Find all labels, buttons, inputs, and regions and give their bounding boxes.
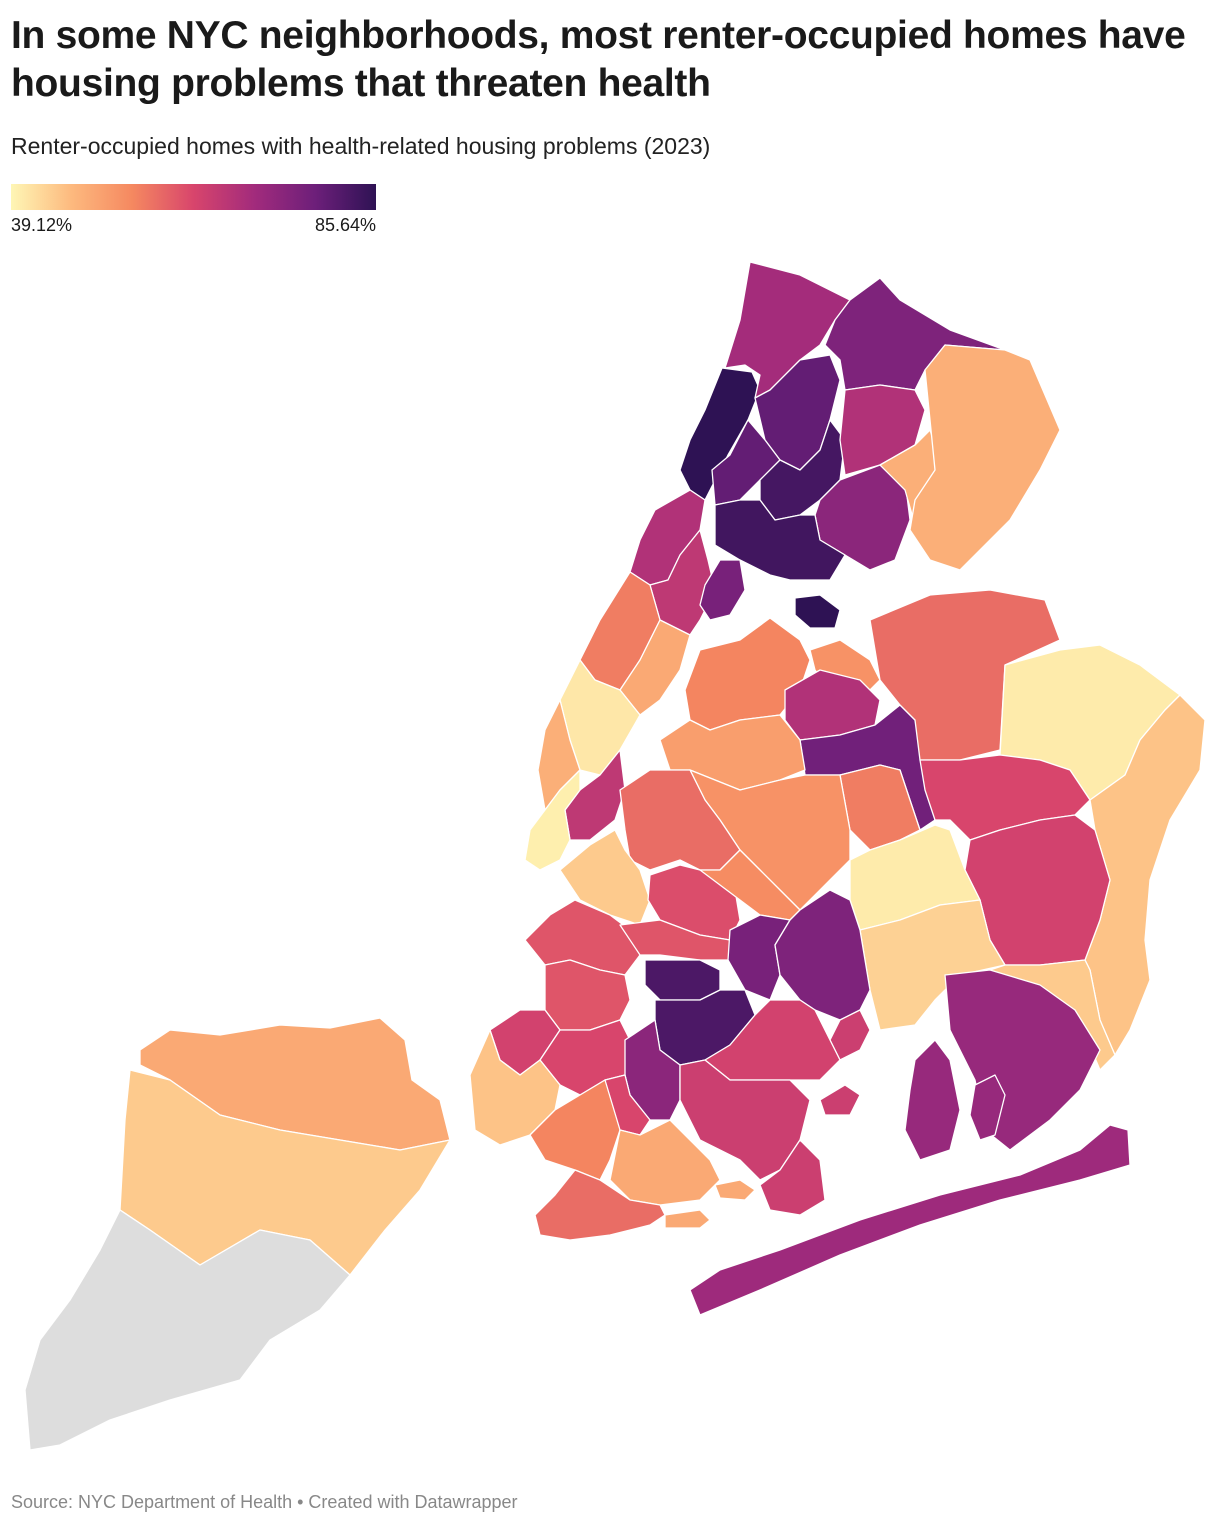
region-brooklyn-bay-ridge xyxy=(469,1029,561,1146)
region-rikers-island xyxy=(794,594,841,629)
region-bronx-mott-haven xyxy=(699,559,746,621)
region-brooklyn-greenpoint xyxy=(559,829,651,926)
region-bronx-city-island xyxy=(909,344,1061,571)
region-queens-forest-hills xyxy=(839,764,921,851)
region-staten-island-south xyxy=(24,1209,351,1451)
region-queens-jamaica-bay-east xyxy=(969,1074,1006,1141)
region-brooklyn-sheepshead-bay xyxy=(609,1119,721,1206)
region-queens-broad-channel xyxy=(819,1084,861,1116)
region-brooklyn-manhattan-beach xyxy=(714,1179,756,1201)
region-queens-south-ozone xyxy=(859,899,1006,1031)
legend-gradient-bar xyxy=(11,184,376,210)
region-brooklyn-gravesend xyxy=(534,1169,666,1241)
legend-max-label: 85.64% xyxy=(314,215,376,235)
region-brooklyn-crown-heights xyxy=(644,959,721,1001)
region-manhattan-lower xyxy=(524,769,581,871)
legend-min-label: 39.12% xyxy=(11,215,73,235)
chart-title: In some NYC neighborhoods, most renter-o… xyxy=(11,14,1186,105)
source-footer: Source: NYC Department of Health • Creat… xyxy=(11,1492,518,1512)
nyc-choropleth-map xyxy=(24,261,1206,1451)
region-brooklyn-coney-island xyxy=(664,1209,711,1229)
region-queens-rockaway xyxy=(689,1124,1131,1316)
region-bronx-northeast xyxy=(824,277,1006,391)
region-bronx-south xyxy=(714,499,846,581)
color-legend: 39.12% 85.64% xyxy=(11,184,376,240)
region-manhattan-upper-east xyxy=(619,619,691,716)
region-queens-jamaica-bay-islands xyxy=(904,1039,961,1161)
region-brooklyn-williamsburg xyxy=(647,864,741,941)
chart-subtitle: Renter-occupied homes with health-relate… xyxy=(11,133,711,159)
region-brooklyn-canarsie xyxy=(759,1139,826,1216)
